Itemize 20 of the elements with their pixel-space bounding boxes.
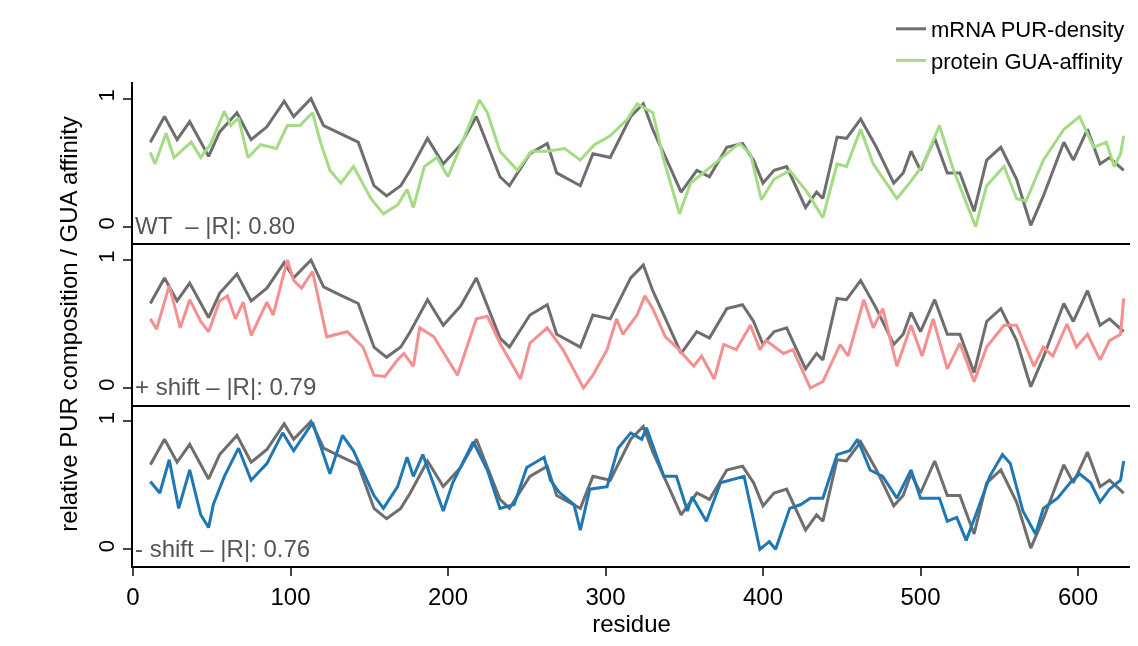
y-tick-label: 0	[94, 378, 120, 391]
x-axis-title: residue	[592, 609, 671, 637]
x-tick-label: 200	[427, 582, 469, 610]
x-tick-label: 500	[900, 582, 941, 610]
y-tick-label: 0	[94, 539, 120, 553]
annotation: WT – |R|: 0.80	[135, 212, 296, 239]
x-tick-label: 300	[585, 582, 626, 610]
annotation: - shift – |R|: 0.76	[135, 535, 311, 562]
y-tick-label: 0	[94, 217, 120, 230]
x-tick-label: 400	[743, 582, 784, 610]
y-tick-label: 1	[94, 250, 120, 263]
x-tick-label: 0	[126, 582, 140, 610]
annotation: + shift – |R|: 0.79	[135, 373, 317, 400]
x-tick-label: 600	[1058, 582, 1099, 610]
y-axis-title: relative PUR composition / GUA affinity	[55, 116, 83, 532]
legend-label: mRNA PUR-density	[931, 17, 1125, 43]
x-tick-label: 100	[270, 582, 311, 610]
legend-label: protein GUA-affinity	[931, 48, 1123, 74]
y-tick-label: 1	[94, 89, 120, 102]
y-tick-label: 1	[94, 411, 120, 425]
